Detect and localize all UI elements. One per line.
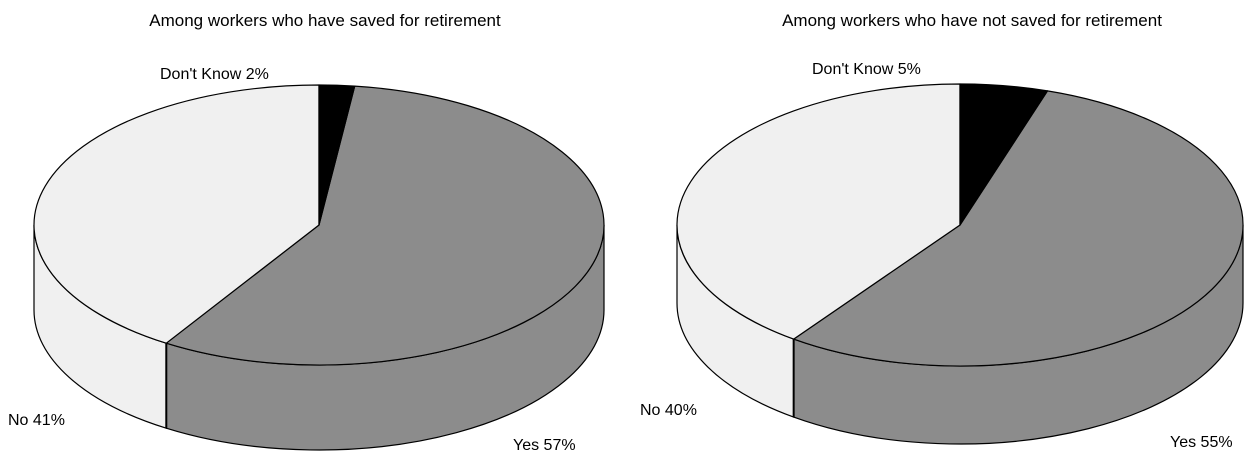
pie-slice-don-t-know: [318, 84, 356, 226]
pie-slice-don-t-know: [959, 83, 1049, 226]
slice-label-no: No 41%: [8, 412, 65, 429]
pie-chart-not-saved: Among workers who have not saved for ret…: [640, 11, 1244, 451]
chart-title-not-saved: Among workers who have not saved for ret…: [782, 11, 1162, 30]
slice-label-yes: Yes 57%: [513, 437, 576, 454]
pie-slice-yes: [165, 85, 605, 366]
slice-label-no: No 40%: [640, 402, 697, 419]
pie-slice-no: [676, 83, 961, 340]
pie-chart-saved: Among workers who have saved for retirem…: [8, 11, 605, 454]
slice-label-yes: Yes 55%: [1170, 434, 1233, 451]
slice-label-don-t-know: Don't Know 5%: [812, 61, 921, 78]
pie-slice-no: [33, 84, 320, 344]
slice-label-don-t-know: Don't Know 2%: [160, 66, 269, 83]
pie-slice-yes: [793, 90, 1244, 367]
chart-title-saved: Among workers who have saved for retirem…: [149, 11, 501, 30]
